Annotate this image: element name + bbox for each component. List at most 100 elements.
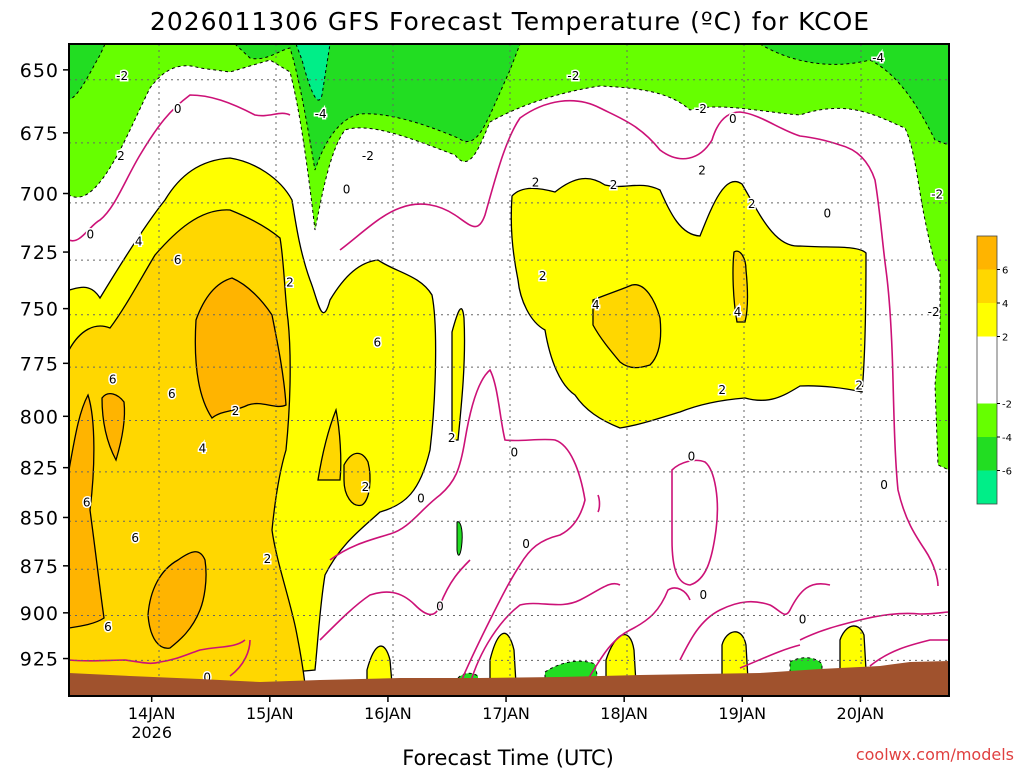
contour-label: 2 [232, 404, 240, 418]
contour-label: -4 [872, 51, 884, 65]
contour-label: -4 [315, 107, 327, 121]
contour-label: 0 [799, 612, 807, 626]
cold-patch-mid-1 [456, 521, 463, 556]
contour-label: 0 [417, 492, 425, 506]
contour-label: 2 [698, 164, 706, 178]
y-tick-label: 875 [20, 556, 59, 578]
ground-terrain [69, 661, 949, 696]
credit-label: coolwx.com/models [856, 745, 1014, 764]
contour-label: 4 [592, 298, 600, 312]
colorbar-segment [977, 437, 997, 471]
contour-label: -2 [567, 69, 579, 83]
contour-label: 0 [729, 112, 737, 126]
contour-label: 2 [448, 431, 456, 445]
contour-label: 0 [510, 445, 518, 459]
grid-lines [69, 44, 949, 696]
colorbar-frame [976, 235, 998, 505]
x-tick-label: 19JAN [718, 704, 766, 723]
plot-field: -2 -4 -2 -2 -2 -4 -2 -2 0 0 0 0 0 0 0 0 0 0 0 0 0 0 2 2 2 2 2 2 2 2 2 2… [69, 44, 949, 696]
warm-region-6-lower [69, 393, 105, 629]
contour-label: 0 [343, 183, 351, 197]
warm-region-2-pocket-3 [489, 632, 517, 685]
y-tick-label: 850 [20, 507, 59, 529]
contour-label: 6 [373, 336, 381, 350]
y-tick-label: 825 [20, 458, 59, 480]
colorbar: 6 4 2 -2 -4 -6 [976, 235, 1012, 505]
warm-region-2-pocket-1 [451, 308, 466, 441]
contour-label: 0 [688, 449, 696, 463]
contour-label: 6 [168, 387, 176, 401]
cold-region-minus6 [295, 44, 331, 101]
contour-label: 2 [362, 480, 370, 494]
contour-label: 4 [734, 305, 742, 319]
contour-label: -2 [928, 305, 940, 319]
warm-region-2-pocket-6 [839, 625, 867, 671]
contour-label: 2 [539, 269, 547, 283]
x-tick-label: 20JAN [837, 704, 885, 723]
y-tick-label: 925 [20, 649, 59, 671]
plot-frame [68, 43, 950, 697]
contour-label: 0 [522, 537, 530, 551]
contour-label: 0 [203, 670, 211, 684]
x-tick-label: 14JAN [128, 704, 176, 723]
warm-region-4-mid [343, 452, 371, 507]
contour-label: 2 [117, 149, 125, 163]
x-tick-sublabel: 2026 [131, 723, 172, 742]
x-tick-label: 18JAN [600, 704, 648, 723]
contour-label: 2 [855, 379, 863, 393]
colorbar-segment [977, 303, 997, 337]
contour-label: 0 [436, 599, 444, 613]
x-tick-label: 17JAN [482, 704, 530, 723]
contour-label: 0 [86, 228, 94, 242]
warm-region-4-left [317, 407, 342, 481]
colorbar-label: -6 [1002, 467, 1012, 478]
y-tick-label: 675 [20, 123, 59, 145]
colorbar-label: -4 [1002, 433, 1012, 444]
colorbar-segment [977, 470, 997, 504]
contour-label: 4 [199, 441, 207, 455]
warm-region-2-pocket-4 [605, 634, 637, 685]
colorbar-segment [977, 336, 997, 404]
contour-label: 6 [83, 496, 91, 510]
contour-label: 0 [880, 478, 888, 492]
chart-title: 2026011306 GFS Forecast Temperature (ºC)… [150, 7, 870, 36]
contour-label: 2 [718, 383, 726, 397]
contour-label: 2 [264, 552, 272, 566]
warm-region-6-small [101, 392, 126, 462]
colorbar-label: 6 [1002, 266, 1008, 277]
contour-label: 6 [131, 531, 139, 545]
x-tick-label: 16JAN [364, 704, 412, 723]
contour-labels: -2 -4 -2 -2 -2 -4 -2 -2 0 0 0 0 0 0 0 0 0 0 0 0 0 0 2 2 2 2 2 2 2 2 2 2… [81, 49, 944, 686]
contour-label: -2 [362, 149, 374, 163]
colorbar-label: 4 [1002, 299, 1008, 310]
y-axis: 650 675 700 725 750 775 800 825 850 875 900 925 [20, 60, 69, 671]
y-tick-label: 700 [20, 184, 59, 206]
y-tick-label: 725 [20, 242, 59, 264]
contour-label: 4 [135, 235, 143, 249]
y-tick-label: 650 [20, 60, 59, 82]
colorbar-segment [977, 236, 997, 270]
contour-label: 6 [174, 253, 182, 267]
y-tick-label: 750 [20, 299, 59, 321]
contour-label: -2 [116, 69, 128, 83]
warm-region-6-bottom [147, 551, 207, 649]
contour-label: 2 [610, 178, 618, 192]
y-tick-label: 800 [20, 406, 59, 428]
colorbar-label: -2 [1002, 400, 1012, 411]
y-tick-label: 775 [20, 353, 59, 375]
colorbar-label: 2 [1002, 333, 1008, 344]
contour-label: 2 [532, 176, 540, 190]
contour-label: 6 [109, 372, 117, 386]
contour-label: 2 [748, 197, 756, 211]
contour-label: 0 [824, 206, 832, 220]
contour-label: -2 [695, 102, 707, 116]
contour-label: 0 [699, 588, 707, 602]
x-axis-label: Forecast Time (UTC) [402, 746, 614, 768]
contour-label: -2 [931, 188, 943, 202]
contour-label: 2 [286, 276, 294, 290]
warm-region-6-main [194, 277, 287, 419]
warm-region-2-right [510, 177, 867, 429]
x-tick-label: 15JAN [246, 704, 294, 723]
